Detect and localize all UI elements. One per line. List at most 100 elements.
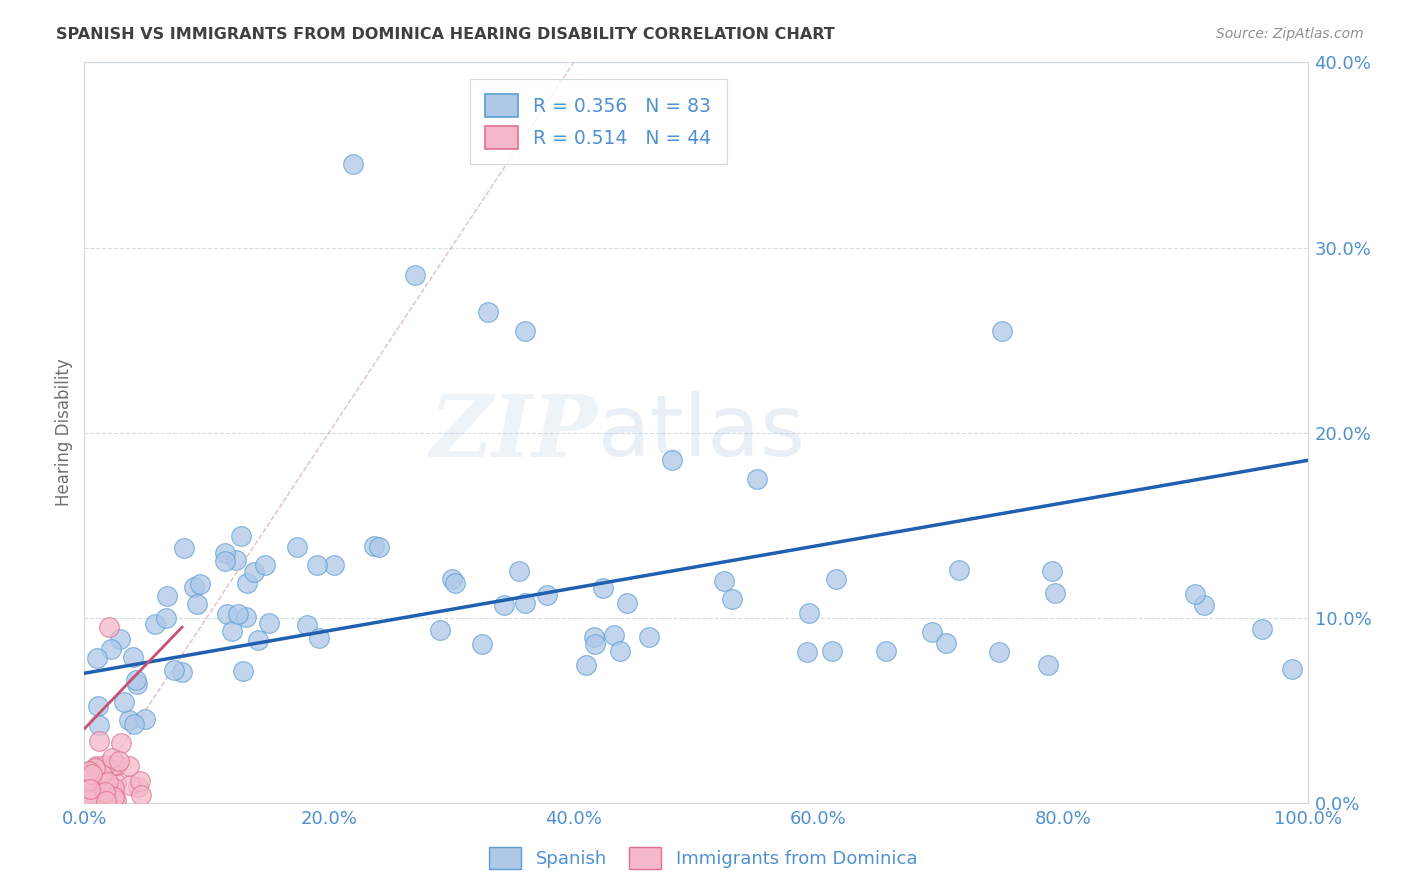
Point bbox=[100, 642, 122, 657]
Point bbox=[77, 793, 100, 807]
Point bbox=[342, 157, 364, 171]
Point bbox=[225, 552, 247, 566]
Text: ZIP: ZIP bbox=[430, 391, 598, 475]
Point bbox=[79, 772, 101, 786]
Point bbox=[948, 562, 970, 576]
Point bbox=[105, 793, 128, 807]
Point bbox=[97, 620, 120, 634]
Point bbox=[112, 695, 135, 709]
Point bbox=[186, 597, 208, 611]
Point bbox=[94, 794, 117, 808]
Point bbox=[1045, 586, 1067, 600]
Y-axis label: Hearing Disability: Hearing Disability bbox=[55, 359, 73, 507]
Point bbox=[156, 589, 179, 603]
Point bbox=[118, 759, 141, 773]
Point bbox=[76, 791, 98, 805]
Point bbox=[1250, 622, 1272, 636]
Point bbox=[661, 453, 683, 467]
Text: atlas: atlas bbox=[598, 391, 806, 475]
Point bbox=[188, 577, 211, 591]
Point bbox=[79, 782, 101, 797]
Point bbox=[713, 574, 735, 588]
Point bbox=[87, 733, 110, 747]
Point bbox=[796, 645, 818, 659]
Point bbox=[94, 775, 117, 789]
Point bbox=[90, 767, 112, 781]
Point bbox=[440, 573, 463, 587]
Point bbox=[1281, 662, 1303, 676]
Point bbox=[101, 751, 124, 765]
Point bbox=[215, 607, 238, 621]
Point bbox=[83, 786, 105, 800]
Point bbox=[105, 776, 128, 790]
Point bbox=[825, 572, 848, 586]
Point bbox=[143, 617, 166, 632]
Point bbox=[125, 673, 148, 687]
Point bbox=[87, 699, 110, 714]
Point bbox=[232, 664, 254, 678]
Point bbox=[87, 759, 110, 773]
Point bbox=[513, 596, 536, 610]
Point bbox=[77, 764, 100, 778]
Point bbox=[253, 558, 276, 572]
Point bbox=[747, 472, 769, 486]
Point bbox=[86, 794, 108, 808]
Text: SPANISH VS IMMIGRANTS FROM DOMINICA HEARING DISABILITY CORRELATION CHART: SPANISH VS IMMIGRANTS FROM DOMINICA HEAR… bbox=[56, 27, 835, 42]
Point bbox=[575, 658, 598, 673]
Point bbox=[508, 564, 530, 578]
Point bbox=[935, 636, 957, 650]
Point bbox=[77, 764, 100, 778]
Point bbox=[592, 581, 614, 595]
Point bbox=[616, 596, 638, 610]
Point bbox=[307, 558, 329, 573]
Point bbox=[1194, 598, 1216, 612]
Point bbox=[583, 637, 606, 651]
Point bbox=[122, 650, 145, 665]
Point bbox=[214, 554, 236, 568]
Point bbox=[988, 645, 1011, 659]
Point bbox=[97, 775, 120, 789]
Point bbox=[103, 757, 125, 772]
Point bbox=[129, 788, 152, 802]
Legend: R = 0.356   N = 83, R = 0.514   N = 44: R = 0.356 N = 83, R = 0.514 N = 44 bbox=[470, 79, 727, 164]
Point bbox=[494, 598, 516, 612]
Text: Source: ZipAtlas.com: Source: ZipAtlas.com bbox=[1216, 27, 1364, 41]
Point bbox=[603, 628, 626, 642]
Point bbox=[108, 754, 131, 768]
Point bbox=[721, 591, 744, 606]
Point bbox=[513, 324, 536, 338]
Point bbox=[257, 616, 280, 631]
Point bbox=[172, 665, 194, 679]
Point bbox=[285, 540, 308, 554]
Point bbox=[429, 624, 451, 638]
Point bbox=[84, 792, 107, 806]
Point bbox=[127, 780, 149, 795]
Point bbox=[86, 650, 108, 665]
Point bbox=[103, 781, 125, 796]
Point bbox=[477, 305, 499, 319]
Point bbox=[471, 636, 494, 650]
Point bbox=[536, 588, 558, 602]
Point bbox=[183, 581, 205, 595]
Point bbox=[76, 773, 98, 788]
Point bbox=[80, 767, 103, 781]
Point bbox=[118, 713, 141, 727]
Point bbox=[120, 778, 142, 792]
Point bbox=[134, 712, 156, 726]
Point bbox=[1184, 586, 1206, 600]
Point bbox=[87, 718, 110, 732]
Point bbox=[79, 794, 101, 808]
Point bbox=[235, 610, 257, 624]
Point bbox=[609, 644, 631, 658]
Point bbox=[103, 790, 125, 805]
Point bbox=[322, 558, 344, 573]
Point bbox=[821, 643, 844, 657]
Point bbox=[443, 576, 465, 591]
Point bbox=[125, 677, 148, 691]
Point bbox=[404, 268, 426, 283]
Point bbox=[173, 541, 195, 556]
Point bbox=[991, 324, 1014, 338]
Point bbox=[235, 576, 257, 591]
Point bbox=[122, 717, 145, 731]
Point bbox=[103, 794, 125, 808]
